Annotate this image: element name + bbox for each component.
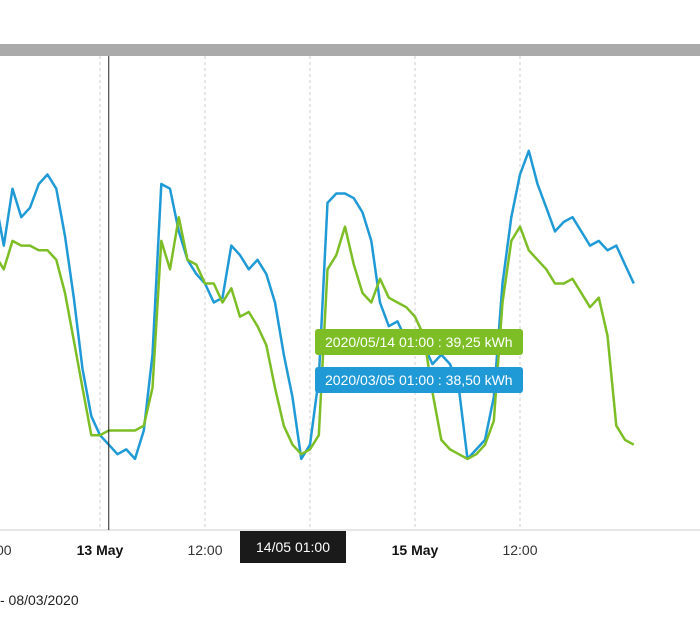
tooltip-blue: 2020/03/05 01:00 : 38,50 kWh xyxy=(315,367,523,393)
footer-date-range: - 08/03/2020 xyxy=(0,592,79,608)
series-line-green xyxy=(0,215,635,461)
series-line-blue xyxy=(0,149,635,461)
cursor-time-label: 14/05 01:00 xyxy=(240,531,346,563)
x-tick-label: 13 May xyxy=(77,542,124,558)
x-tick-label: 12:00 xyxy=(502,542,537,558)
grid-lines xyxy=(99,56,521,530)
x-tick-label: 12:00 xyxy=(187,542,222,558)
top-scrollbar[interactable] xyxy=(0,44,700,56)
x-tick-label: 00 xyxy=(0,542,12,558)
x-tick-label: 15 May xyxy=(392,542,439,558)
tooltip-green: 2020/05/14 01:00 : 39,25 kWh xyxy=(315,329,523,355)
series-lines xyxy=(0,149,635,461)
